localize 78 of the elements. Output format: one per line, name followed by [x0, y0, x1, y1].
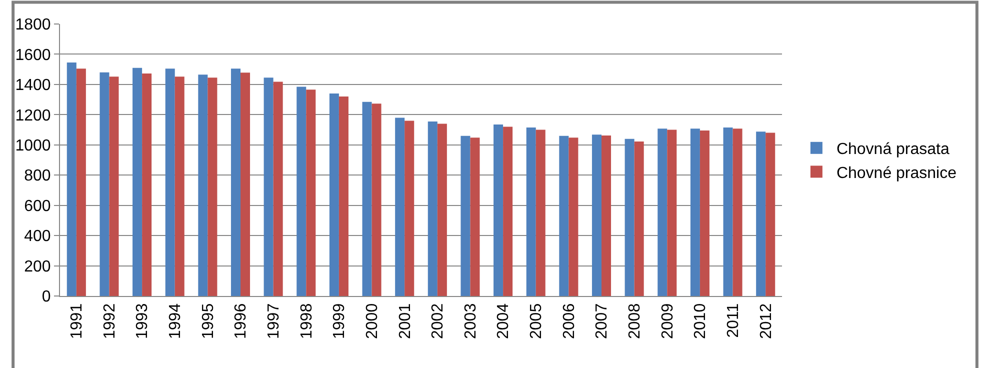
x-tick-label: 1994: [167, 303, 184, 339]
bar: [667, 130, 677, 296]
bar: [240, 72, 250, 296]
bar: [634, 142, 644, 296]
bar: [76, 68, 86, 296]
y-tick-label: 600: [24, 198, 51, 215]
bar: [306, 90, 316, 296]
y-tick-label: 1800: [15, 16, 51, 34]
x-tick-label: 1995: [200, 303, 217, 339]
legend-label: Chovné prasnice: [836, 164, 957, 182]
x-tick-label: 2000: [364, 303, 381, 339]
bar: [338, 96, 348, 296]
bar: [658, 128, 668, 296]
bar: [690, 128, 700, 296]
bar: [470, 138, 480, 296]
x-tick-label: 2005: [528, 303, 546, 339]
bar: [100, 72, 110, 296]
bar: [198, 74, 208, 296]
bar: [602, 136, 612, 296]
y-tick-label: 200: [24, 258, 51, 276]
x-tick-label: 1997: [266, 303, 283, 339]
bar: [174, 76, 184, 296]
bar: [230, 68, 240, 296]
bar: [273, 82, 283, 296]
bar: [592, 134, 602, 296]
bar: [142, 74, 152, 296]
bar: [526, 128, 536, 296]
bar: [208, 78, 218, 296]
x-tick-label: 1992: [101, 303, 118, 339]
bar: [460, 136, 470, 296]
bar: [494, 124, 504, 296]
y-tick-label: 1200: [15, 107, 51, 124]
y-tick-label: 800: [24, 168, 51, 185]
x-tick-label: 1996: [232, 303, 250, 339]
y-tick-label: 1600: [15, 46, 51, 64]
bar: [536, 130, 546, 296]
bar: [165, 68, 175, 296]
x-tick-label: 2003: [462, 303, 480, 339]
x-tick-label: 2012: [758, 303, 775, 339]
x-tick-label: 1999: [331, 303, 348, 339]
x-tick-label: 2004: [495, 303, 512, 339]
bar: [404, 120, 414, 296]
x-tick-label: 2009: [659, 303, 676, 339]
bar: [296, 86, 306, 296]
bar: [109, 76, 119, 296]
bar: [559, 136, 569, 296]
y-tick-label: 1400: [15, 77, 51, 94]
y-tick-label: 1000: [15, 137, 51, 154]
bar: [395, 118, 405, 296]
x-tick-label: 2002: [430, 303, 447, 339]
bar: [756, 132, 766, 296]
x-tick-label: 1998: [298, 303, 316, 339]
bar: [362, 102, 372, 296]
bar: [264, 78, 274, 296]
x-tick-label: 2010: [692, 303, 710, 339]
bar: [700, 130, 710, 296]
y-tick-label: 0: [42, 288, 51, 306]
bar: [437, 124, 447, 296]
y-tick-label: 400: [24, 228, 51, 246]
bar: [766, 132, 776, 296]
bar: [66, 62, 76, 296]
bar: [329, 94, 339, 296]
bar: [372, 104, 382, 296]
bar: [568, 138, 578, 296]
bar: [624, 138, 634, 296]
x-tick-label: 2006: [560, 303, 578, 339]
x-tick-label: 1991: [68, 303, 86, 339]
x-tick-label: 2007: [594, 303, 611, 339]
bar: [732, 128, 742, 296]
bar: [723, 128, 733, 296]
legend-label: Chovná prasata: [836, 141, 950, 158]
bar: [428, 121, 438, 296]
bar: [132, 68, 142, 296]
x-tick-label: 2001: [396, 303, 414, 339]
bar: [503, 126, 513, 296]
x-tick-label: 2011: [724, 303, 742, 338]
x-tick-label: 1993: [134, 303, 152, 339]
x-tick-label: 2008: [626, 303, 644, 339]
